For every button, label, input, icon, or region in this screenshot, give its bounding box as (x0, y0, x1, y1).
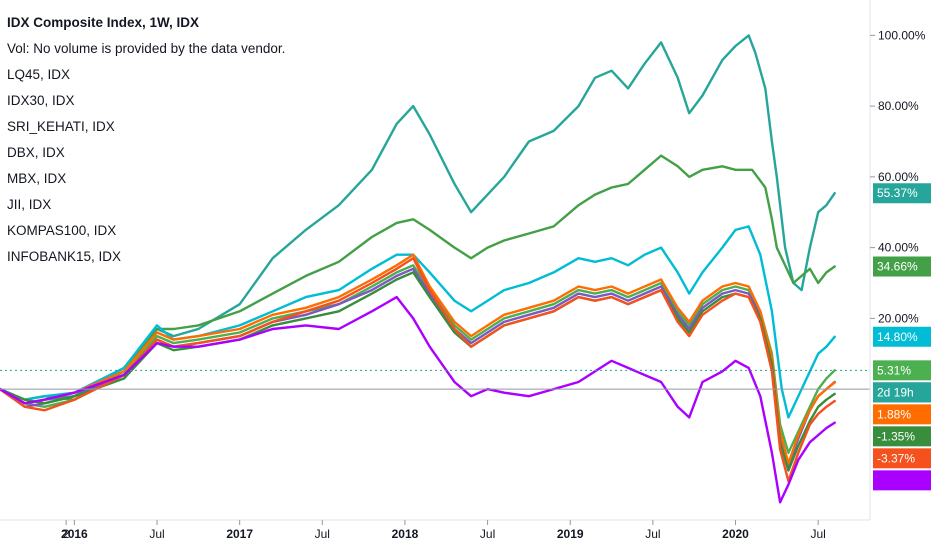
x-tick-label: Jul (645, 527, 660, 541)
y-tick-label: 80.00% (878, 99, 919, 113)
last-value-badge (873, 470, 931, 491)
series-line-8[interactable] (0, 295, 836, 504)
x-tick-label: Jul (315, 527, 330, 541)
last-value-badge-bg (873, 183, 931, 204)
legend-item[interactable]: INFOBANK15, IDX (7, 249, 122, 264)
last-value-badge-bg (873, 360, 931, 381)
legend-item[interactable]: SRI_KEHATI, IDX (7, 119, 115, 134)
legend-item[interactable]: KOMPAS100, IDX (7, 223, 117, 238)
x-tick-label: Jul (810, 527, 825, 541)
series-line-1[interactable] (0, 154, 836, 401)
last-value-text: 55.37% (877, 186, 918, 200)
last-value-badge: -1.35% (873, 426, 931, 447)
last-value-badge: -3.37% (873, 448, 931, 469)
x-tick-label: 2020 (722, 527, 749, 541)
y-tick-label: 60.00% (878, 170, 919, 184)
legend-item[interactable]: IDX30, IDX (7, 93, 75, 108)
y-tick-label: 40.00% (878, 241, 919, 255)
y-tick-label: 20.00% (878, 311, 919, 325)
countdown-badge-bg (873, 382, 931, 403)
legend-item[interactable]: JII, IDX (7, 197, 52, 212)
price-axis[interactable]: 100.00% 80.00% 60.00% 40.00% 20.00% (870, 28, 926, 325)
last-value-badge: 55.37% (873, 183, 931, 204)
x-tick-label: 2 (63, 527, 70, 541)
last-value-badge-bg (873, 326, 931, 347)
last-value-badge-bg (873, 470, 931, 491)
last-value-text: 5.31% (877, 363, 911, 377)
last-value-badge-bg (873, 426, 931, 447)
series-line-7[interactable] (0, 257, 836, 483)
legend-volume[interactable]: Vol: No volume is provided by the data v… (7, 41, 286, 56)
reference-lines (0, 369, 870, 390)
legend-item[interactable]: MBX, IDX (7, 171, 67, 186)
bar-countdown-badge: 2d 19h (873, 382, 931, 403)
series-line-3[interactable] (0, 264, 836, 454)
x-tick-label: 2018 (392, 527, 419, 541)
series-line-5[interactable] (0, 253, 836, 465)
last-value-badge-bg (873, 404, 931, 425)
last-value-badge: 1.88% (873, 404, 931, 425)
x-tick-label: 2016 (61, 527, 88, 541)
last-value-text: -3.37% (877, 451, 915, 465)
legend-main-symbol[interactable]: IDX Composite Index, 1W, IDX (7, 15, 200, 30)
last-value-badge: 34.66% (873, 256, 931, 277)
last-value-text: 34.66% (877, 260, 918, 274)
last-value-text: 14.80% (877, 330, 918, 344)
last-value-badge-bg (873, 256, 931, 277)
last-value-badge-bg (873, 448, 931, 469)
x-tick-label: Jul (480, 527, 495, 541)
legend-item[interactable]: DBX, IDX (7, 145, 65, 160)
last-value-text: 1.88% (877, 407, 911, 421)
y-tick-label: 100.00% (878, 28, 926, 42)
countdown-text: 2d 19h (877, 385, 914, 399)
last-value-badge: 5.31% (873, 360, 931, 381)
chart-legend: IDX Composite Index, 1W, IDX Vol: No vol… (7, 14, 285, 274)
last-value-text: -1.35% (877, 429, 915, 443)
x-tick-label: 2019 (557, 527, 584, 541)
legend-item[interactable]: LQ45, IDX (7, 67, 71, 82)
price-axis-labels: 55.37%34.66%14.80%5.31%2.04%1.88%-1.35%-… (873, 183, 931, 491)
x-tick-label: Jul (149, 527, 164, 541)
last-value-badge: 14.80% (873, 326, 931, 347)
x-tick-label: 2017 (226, 527, 253, 541)
